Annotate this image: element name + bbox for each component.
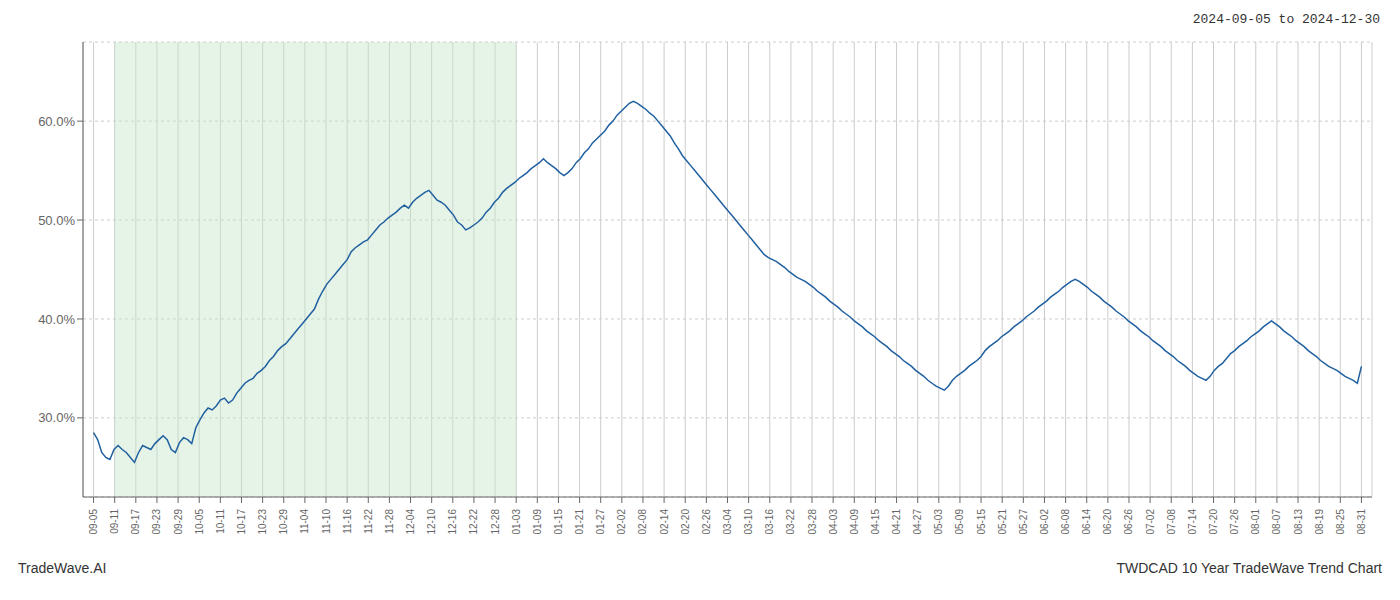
svg-text:06-08: 06-08: [1060, 509, 1071, 535]
html-text:TradeWave.AI: TradeWave.AI: [18, 560, 107, 576]
svg-text:04-03: 04-03: [828, 509, 839, 535]
svg-text:08-01: 08-01: [1250, 509, 1261, 535]
svg-text:05-15: 05-15: [976, 509, 987, 535]
svg-text:04-09: 04-09: [849, 509, 860, 535]
svg-text:02-20: 02-20: [680, 509, 691, 535]
svg-text:01-03: 01-03: [511, 509, 522, 535]
svg-text:06-02: 06-02: [1039, 509, 1050, 535]
svg-text:11-04: 11-04: [299, 509, 310, 534]
svg-text:05-09: 05-09: [954, 509, 965, 535]
svg-text:60.0%: 60.0%: [38, 114, 75, 129]
svg-text:08-13: 08-13: [1293, 509, 1304, 535]
svg-text:11-10: 11-10: [321, 509, 332, 534]
svg-text:06-14: 06-14: [1081, 509, 1092, 535]
svg-text:40.0%: 40.0%: [38, 312, 75, 327]
svg-text:10-23: 10-23: [257, 509, 268, 535]
svg-text:11-16: 11-16: [342, 509, 353, 534]
svg-text:10-05: 10-05: [194, 509, 205, 535]
svg-text:05-03: 05-03: [933, 509, 944, 535]
svg-text:04-27: 04-27: [912, 509, 923, 535]
svg-text:10-11: 10-11: [215, 509, 226, 534]
svg-text:30.0%: 30.0%: [38, 410, 75, 425]
svg-text:02-08: 02-08: [637, 509, 648, 535]
svg-text:04-15: 04-15: [870, 509, 881, 535]
svg-text:11-28: 11-28: [384, 509, 395, 534]
html-text:TWDCAD 10 Year TradeWave Trend: TWDCAD 10 Year TradeWave Trend Chart: [1116, 560, 1382, 576]
svg-text:03-16: 03-16: [764, 509, 775, 535]
svg-text:06-26: 06-26: [1123, 509, 1134, 535]
svg-text:12-22: 12-22: [468, 509, 479, 535]
svg-text:03-04: 03-04: [722, 509, 733, 535]
svg-text:01-15: 01-15: [553, 509, 564, 535]
html-text:2024-09-05 to 2024-12-30: 2024-09-05 to 2024-12-30: [1192, 12, 1380, 27]
svg-text:09-11: 09-11: [109, 509, 120, 534]
svg-text:09-29: 09-29: [173, 509, 184, 535]
svg-text:08-31: 08-31: [1356, 509, 1367, 535]
svg-text:12-10: 12-10: [426, 509, 437, 535]
svg-text:07-08: 07-08: [1166, 509, 1177, 535]
svg-text:08-07: 08-07: [1271, 509, 1282, 535]
svg-text:06-20: 06-20: [1102, 509, 1113, 535]
svg-text:07-20: 07-20: [1208, 509, 1219, 535]
svg-text:07-26: 07-26: [1229, 509, 1240, 535]
svg-text:08-19: 08-19: [1314, 509, 1325, 535]
svg-text:12-16: 12-16: [447, 509, 458, 535]
svg-text:01-09: 01-09: [532, 509, 543, 535]
svg-text:09-23: 09-23: [151, 509, 162, 535]
svg-text:07-14: 07-14: [1187, 509, 1198, 535]
svg-text:09-17: 09-17: [130, 509, 141, 535]
svg-text:02-02: 02-02: [616, 509, 627, 535]
svg-text:10-17: 10-17: [236, 509, 247, 535]
svg-text:01-21: 01-21: [574, 509, 585, 535]
svg-text:04-21: 04-21: [891, 509, 902, 535]
svg-text:03-22: 03-22: [785, 509, 796, 535]
svg-text:12-28: 12-28: [490, 509, 501, 535]
svg-text:03-28: 03-28: [807, 509, 818, 535]
svg-text:02-14: 02-14: [659, 509, 670, 535]
svg-text:08-25: 08-25: [1335, 509, 1346, 535]
svg-text:11-22: 11-22: [363, 509, 374, 534]
svg-text:07-02: 07-02: [1145, 509, 1156, 535]
svg-text:01-27: 01-27: [595, 509, 606, 535]
svg-text:05-21: 05-21: [997, 509, 1008, 535]
svg-text:12-04: 12-04: [405, 509, 416, 535]
svg-text:02-26: 02-26: [701, 509, 712, 535]
svg-text:05-27: 05-27: [1018, 509, 1029, 535]
svg-text:03-10: 03-10: [743, 509, 754, 535]
svg-text:10-29: 10-29: [278, 509, 289, 535]
svg-text:09-05: 09-05: [88, 509, 99, 535]
svg-text:50.0%: 50.0%: [38, 213, 75, 228]
